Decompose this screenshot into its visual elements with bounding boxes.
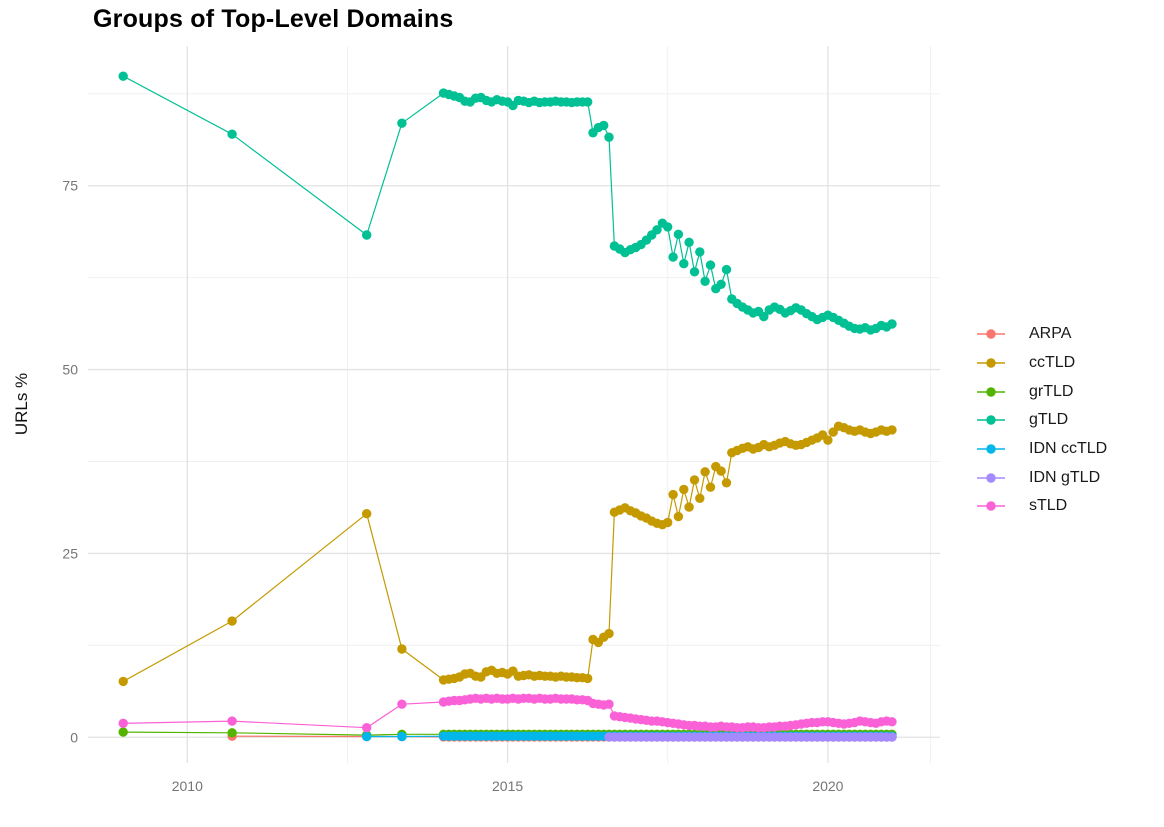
series-stld — [118, 693, 897, 733]
data-point-cctld — [604, 628, 614, 639]
data-point-cctld — [362, 509, 372, 519]
data-point-gtld — [887, 319, 897, 329]
legend-key-stld — [977, 501, 1005, 512]
series-gtld — [118, 71, 897, 335]
legend-item-label-arpa: ARPA — [1029, 325, 1072, 343]
legend-item-label-idn-gtld: IDN gTLD — [1029, 468, 1101, 486]
data-point-grtld — [118, 727, 128, 737]
data-point-cctld — [695, 493, 705, 503]
data-point-gtld — [673, 229, 684, 239]
data-point-gtld — [668, 252, 678, 262]
data-point-gtld — [700, 276, 710, 286]
legend: ARPA ccTLD grTLD gTLD IDN ccTLD IDN gTLD sTLD — [977, 320, 1107, 521]
legend-item-label-cctld: ccTLD — [1029, 354, 1076, 372]
data-point-stld — [887, 717, 897, 727]
legend-item-idn-gtld: IDN gTLD — [977, 463, 1107, 492]
x-tick-label: 2010 — [172, 778, 203, 794]
grid-minor — [88, 46, 940, 763]
data-point-gtld — [604, 132, 614, 142]
x-tick-label: 2015 — [492, 778, 523, 794]
data-point-cctld — [721, 478, 732, 488]
data-point-gtld — [716, 279, 726, 289]
data-point-stld — [397, 699, 407, 709]
legend-key-idn-gtld — [977, 473, 1005, 483]
legend-item-label-grtld: grTLD — [1029, 382, 1074, 400]
data-point-gtld — [397, 118, 407, 128]
data-point-cctld — [700, 467, 710, 477]
legend-key-dot-stld — [986, 501, 996, 512]
data-point-idn-gtld — [887, 732, 897, 742]
data-point-gtld — [652, 225, 662, 235]
data-point-stld — [227, 716, 237, 726]
data-point-idn-cctld — [362, 731, 372, 742]
data-point-gtld — [118, 71, 128, 81]
data-point-gtld — [663, 222, 673, 232]
data-point-cctld — [679, 484, 689, 495]
legend-item-label-stld: sTLD — [1029, 497, 1068, 515]
data-point-gtld — [689, 267, 700, 277]
data-point-cctld — [689, 475, 700, 485]
data-point-stld — [118, 718, 128, 728]
legend-item-gtld: gTLD — [977, 406, 1107, 435]
grid-major — [88, 46, 940, 763]
legend-item-stld: sTLD — [977, 492, 1107, 521]
legend-item-arpa: ARPA — [977, 320, 1107, 349]
data-point-cctld — [583, 673, 593, 684]
data-point-stld — [362, 723, 372, 733]
data-point-gtld — [227, 129, 237, 139]
data-point-cctld — [823, 435, 833, 445]
data-point-gtld — [721, 264, 732, 275]
data-point-gtld — [759, 311, 769, 322]
y-tick-label: 25 — [62, 545, 78, 561]
data-point-cctld — [716, 466, 726, 476]
legend-key-idn-cctld — [977, 444, 1005, 454]
legend-key-dot-gtld — [986, 415, 996, 426]
data-point-cctld — [397, 644, 407, 654]
legend-item-label-gtld: gTLD — [1029, 411, 1069, 429]
data-point-gtld — [362, 230, 372, 240]
legend-key-cctld — [977, 358, 1005, 368]
data-point-gtld — [684, 237, 694, 247]
legend-key-dot-grtld — [986, 387, 996, 397]
series-idn-gtld — [604, 732, 897, 742]
data-point-cctld — [663, 517, 673, 528]
legend-key-dot-idn-gtld — [986, 473, 996, 483]
chart-title: Groups of Top-Level Domains — [93, 5, 454, 33]
data-point-grtld — [227, 728, 237, 738]
data-point-gtld — [679, 259, 689, 269]
data-point-cctld — [673, 511, 684, 522]
data-point-cctld — [668, 489, 678, 500]
data-point-idn-cctld — [397, 731, 407, 742]
x-tick-label: 2020 — [812, 778, 843, 794]
data-point-cctld — [684, 502, 694, 512]
data-point-gtld — [583, 97, 593, 107]
legend-key-grtld — [977, 387, 1005, 397]
axis-labels: 2010 2015 2020 0 25 50 75 — [62, 178, 843, 794]
legend-key-arpa — [977, 329, 1005, 340]
data-point-gtld — [695, 247, 705, 257]
data-point-cctld — [705, 482, 716, 492]
legend-key-gtld — [977, 415, 1005, 426]
y-tick-label: 75 — [62, 178, 78, 194]
legend-item-cctld: ccTLD — [977, 349, 1107, 378]
y-tick-label: 0 — [70, 729, 78, 745]
y-tick-label: 50 — [62, 362, 78, 378]
data-point-cctld — [227, 616, 237, 626]
legend-key-dot-cctld — [986, 358, 996, 368]
data-point-cctld — [118, 676, 128, 687]
legend-item-label-idn-cctld: IDN ccTLD — [1029, 440, 1108, 458]
data-point-stld — [604, 699, 614, 709]
data-point-gtld — [705, 260, 716, 270]
legend-key-dot-idn-cctld — [986, 444, 996, 454]
legend-item-grtld: grTLD — [977, 377, 1107, 406]
data-point-gtld — [599, 120, 609, 131]
series-cctld — [118, 421, 897, 687]
data-point-cctld — [887, 425, 897, 435]
legend-key-dot-arpa — [986, 329, 996, 340]
legend-item-idn-cctld: IDN ccTLD — [977, 435, 1107, 464]
